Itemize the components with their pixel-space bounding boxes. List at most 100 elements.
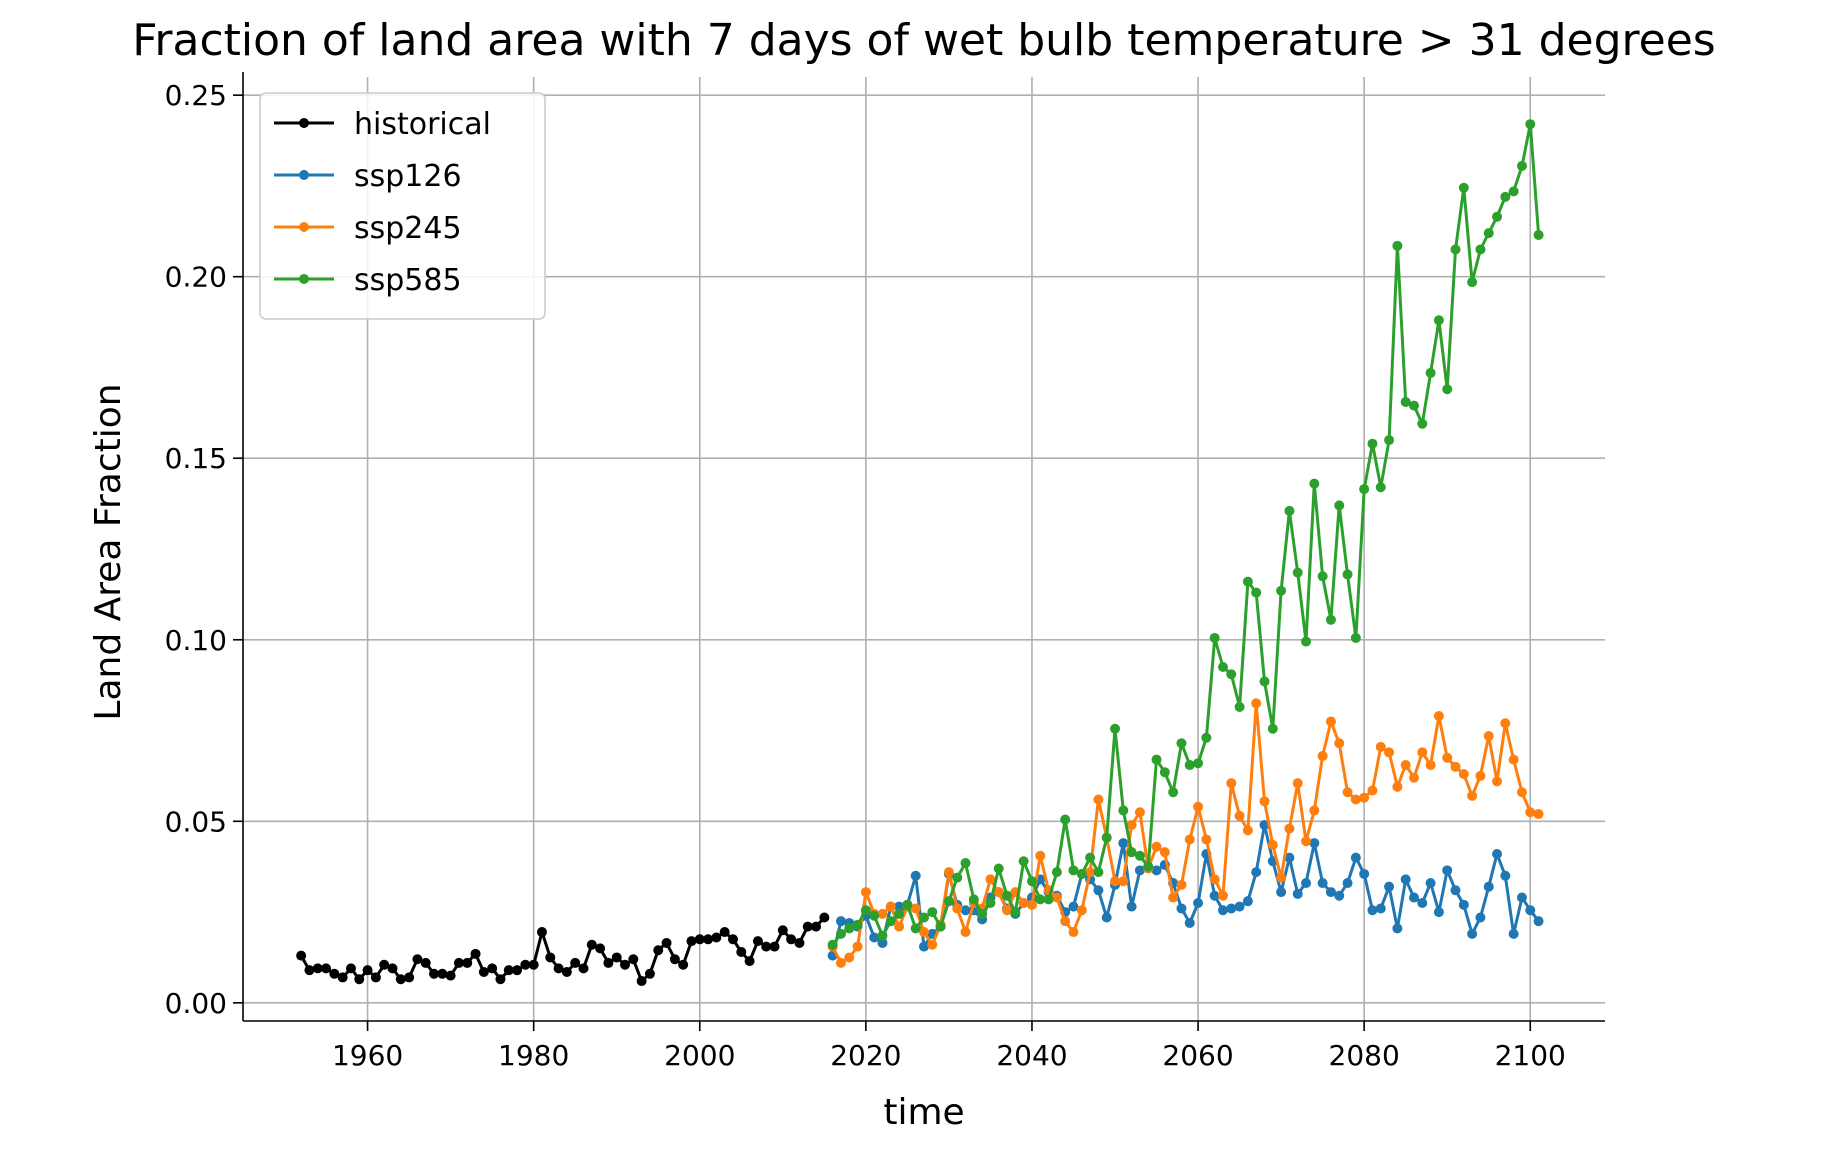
data-point-ssp245 [835,957,846,968]
data-point-ssp245 [1309,805,1320,816]
data-point-ssp245 [1209,874,1220,885]
data-point-ssp585 [835,928,846,939]
y-tick-label: 0.15 [165,442,227,475]
data-point-ssp245 [1159,847,1170,858]
data-point-ssp126 [1134,865,1145,876]
data-point-ssp585 [1516,160,1527,171]
data-point-ssp245 [1110,876,1121,887]
data-point-ssp585 [844,923,855,934]
data-point-ssp585 [1226,669,1237,680]
data-point-ssp585 [1242,576,1253,587]
data-point-ssp585 [910,923,921,934]
data-point-ssp585 [1176,738,1187,749]
data-point-historical [553,963,564,974]
data-point-ssp585 [1076,868,1087,879]
data-point-ssp585 [1035,894,1046,905]
data-point-ssp585 [968,894,979,905]
data-point-ssp245 [1018,898,1029,908]
data-point-ssp585 [1101,832,1112,843]
legend-item-ssp126: ssp126 [274,159,462,194]
data-point-historical [503,965,514,976]
data-point-ssp585 [952,872,963,883]
data-point-ssp585 [1201,732,1212,743]
data-point-ssp585 [1433,315,1444,326]
data-point-ssp585 [1284,505,1295,516]
data-point-ssp585 [1051,867,1062,878]
data-point-ssp245 [1433,711,1444,722]
data-point-ssp585 [1400,396,1411,407]
data-point-ssp126 [1492,848,1503,859]
data-point-historical [520,959,531,970]
data-point-ssp126 [1325,887,1336,898]
data-point-ssp585 [1425,367,1436,378]
data-point-ssp585 [827,939,838,950]
data-point-historical [561,966,572,977]
data-point-ssp126 [1458,899,1469,910]
data-point-ssp245 [1242,825,1253,836]
legend-swatch-marker [299,222,309,232]
data-point-ssp126 [1226,903,1237,914]
data-point-ssp245 [943,867,954,878]
data-point-ssp126 [1475,912,1486,923]
data-point-ssp585 [919,912,929,923]
data-point-historical [727,934,738,945]
data-point-ssp585 [1002,890,1013,901]
data-point-ssp585 [960,858,971,869]
data-point-ssp245 [1051,892,1062,903]
data-point-ssp126 [1367,905,1378,916]
data-point-historical [545,952,556,963]
data-point-ssp585 [1375,482,1386,493]
data-point-ssp585 [1301,636,1312,647]
data-point-ssp245 [1301,836,1312,847]
data-point-ssp245 [1408,772,1419,783]
data-point-historical [802,921,813,932]
data-point-historical [321,963,332,974]
data-point-ssp126 [1242,896,1253,907]
y-tick-label: 0.25 [165,79,227,112]
data-point-ssp245 [894,921,905,932]
legend-item-ssp245: ssp245 [274,211,462,246]
data-point-ssp245 [1475,770,1486,781]
data-point-historical [437,968,448,979]
data-point-ssp585 [985,898,996,908]
legend-label: historical [354,107,491,142]
x-tick-label: 2060 [1162,1039,1233,1072]
data-point-ssp126 [1217,905,1228,916]
data-point-ssp126 [1251,867,1262,878]
data-point-ssp126 [919,941,929,952]
data-point-ssp245 [1483,730,1494,741]
data-point-ssp126 [877,937,888,948]
data-point-historical [694,934,705,945]
data-point-ssp585 [1209,632,1220,643]
data-point-ssp245 [1375,741,1386,752]
data-point-ssp126 [1126,901,1137,912]
data-point-ssp585 [877,930,888,941]
data-point-ssp245 [1126,819,1137,830]
data-point-ssp245 [1193,801,1204,812]
data-point-ssp245 [1400,760,1411,771]
data-point-ssp585 [1359,484,1370,495]
data-point-ssp126 [1151,865,1162,876]
x-axis-label: time [883,1092,964,1133]
data-point-ssp245 [1267,839,1278,850]
data-point-historical [653,945,664,956]
data-point-ssp585 [1234,701,1245,712]
data-point-ssp585 [1118,805,1129,816]
legend-item-ssp585: ssp585 [274,263,462,298]
data-point-ssp126 [1516,892,1527,903]
data-point-ssp126 [1342,878,1353,889]
data-point-historical [603,957,614,968]
data-point-ssp245 [1076,905,1087,916]
data-point-ssp126 [1375,903,1386,914]
data-point-ssp585 [1458,182,1469,193]
data-point-ssp585 [894,908,905,919]
data-point-ssp126 [910,870,921,881]
x-tick-label: 2000 [664,1039,735,1072]
data-point-ssp245 [1450,761,1461,772]
data-point-ssp126 [1384,881,1395,892]
data-point-ssp245 [877,908,888,919]
data-point-ssp245 [1525,807,1536,818]
data-point-ssp585 [1467,277,1478,288]
data-point-ssp245 [885,901,896,912]
